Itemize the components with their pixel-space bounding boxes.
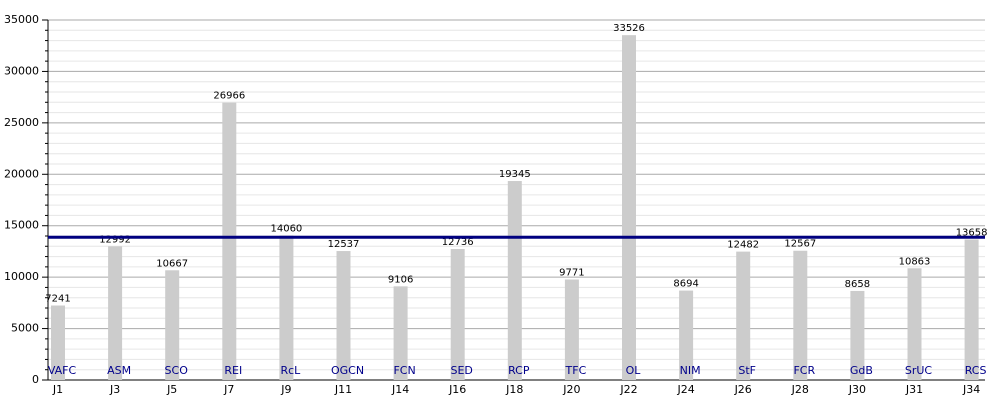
bar — [108, 246, 123, 380]
y-tick-label: 10000 — [4, 270, 39, 283]
x-tick-label: J34 — [962, 383, 980, 396]
value-label: 19345 — [499, 169, 531, 180]
x-tick-label: J1 — [52, 383, 63, 396]
x-tick-label: J5 — [166, 383, 177, 396]
bar — [736, 251, 751, 380]
value-label: 14060 — [270, 223, 302, 234]
y-tick-label: 20000 — [4, 167, 39, 180]
bar — [393, 286, 408, 380]
value-label: 12567 — [784, 239, 816, 250]
x-tick-label: J22 — [619, 383, 637, 396]
opponent-label: ASM — [107, 364, 131, 377]
x-tick-label: J3 — [109, 383, 120, 396]
value-label: 12482 — [727, 240, 759, 251]
x-tick-label: J20 — [562, 383, 580, 396]
x-tick-label: J24 — [676, 383, 694, 396]
opponent-label: REI — [224, 364, 242, 377]
bar — [679, 290, 694, 380]
opponent-label: OL — [626, 364, 642, 377]
x-tick-label: J9 — [280, 383, 291, 396]
y-tick-label: 35000 — [4, 13, 39, 26]
opponent-label: VAFC — [48, 364, 77, 377]
opponent-label: RCS — [965, 364, 987, 377]
opponent-label: OGCN — [331, 364, 364, 377]
opponent-label: FCN — [393, 364, 415, 377]
bar — [964, 239, 979, 380]
bar — [564, 279, 579, 380]
opponent-label: SCO — [165, 364, 189, 377]
value-label: 10863 — [899, 256, 931, 267]
value-label: 26966 — [213, 91, 245, 102]
value-label: 12537 — [328, 239, 360, 250]
bar — [793, 250, 808, 380]
y-tick-label: 0 — [32, 373, 39, 386]
opponent-label: RcL — [280, 364, 301, 377]
x-tick-label: J30 — [848, 383, 866, 396]
x-tick-label: J16 — [448, 383, 466, 396]
bar — [507, 181, 522, 380]
value-label: 12736 — [442, 237, 474, 248]
y-tick-label: 5000 — [11, 322, 39, 335]
y-tick-label: 30000 — [4, 64, 39, 77]
opponent-label: GdB — [850, 364, 873, 377]
value-label: 8658 — [845, 279, 870, 290]
x-tick-label: J14 — [391, 383, 409, 396]
bar — [336, 251, 351, 380]
x-tick-label: J31 — [905, 383, 923, 396]
x-tick-label: J11 — [334, 383, 352, 396]
y-tick-label: 15000 — [4, 219, 39, 232]
opponent-label: SrUC — [905, 364, 933, 377]
value-label: 13658 — [956, 228, 988, 239]
opponent-label: StF — [738, 364, 756, 377]
y-tick-label: 25000 — [4, 116, 39, 129]
bar — [51, 305, 65, 380]
value-label: 9771 — [559, 267, 584, 278]
bar — [450, 249, 465, 380]
bar — [622, 35, 636, 381]
bar — [907, 268, 922, 380]
opponent-label: FCR — [793, 364, 815, 377]
x-tick-label: J18 — [505, 383, 523, 396]
value-label: 9106 — [388, 274, 413, 285]
value-label: 8694 — [673, 279, 698, 290]
x-tick-label: J7 — [223, 383, 234, 396]
value-label: 7241 — [45, 294, 70, 305]
opponent-label: NIM — [680, 364, 701, 377]
opponent-label: RCP — [508, 364, 530, 377]
bar — [222, 102, 237, 380]
value-label: 33526 — [613, 23, 645, 34]
bar — [850, 290, 865, 380]
bar — [165, 270, 180, 380]
opponent-label: TFC — [565, 364, 587, 377]
value-label: 10667 — [156, 258, 188, 269]
value-label: 12992 — [99, 234, 131, 245]
opponent-label: SED — [450, 364, 472, 377]
x-tick-label: J26 — [734, 383, 752, 396]
bar — [279, 235, 294, 380]
x-tick-label: J28 — [791, 383, 809, 396]
